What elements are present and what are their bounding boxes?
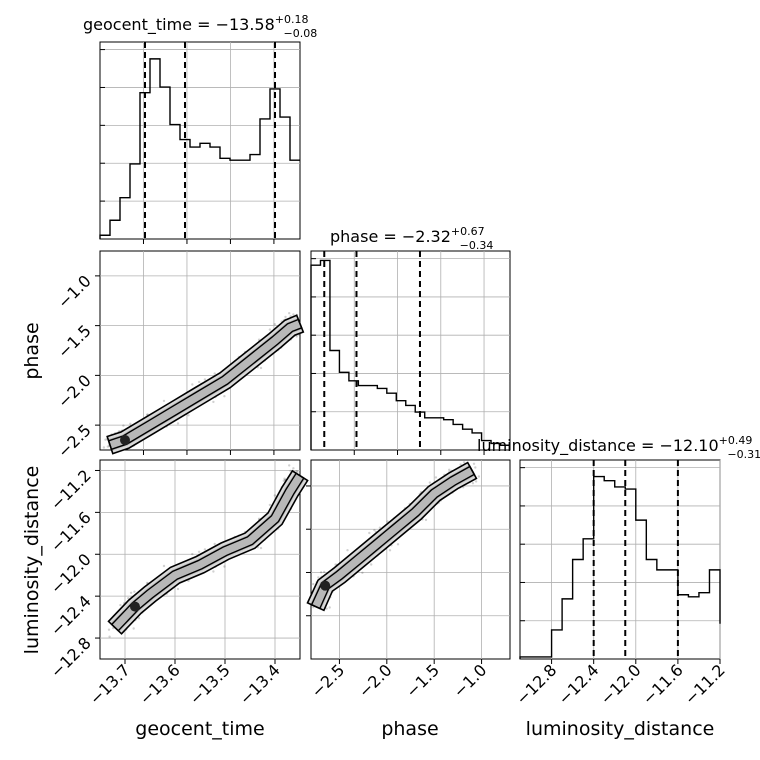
sample-point [361, 571, 364, 574]
sample-point [474, 480, 478, 483]
sample-point [213, 542, 216, 546]
phase-ylabel: phase [21, 322, 43, 379]
sample-point [191, 383, 194, 386]
sample-point [448, 468, 451, 471]
sample-point [132, 627, 135, 630]
sample-point [312, 582, 315, 586]
sample-point [212, 570, 215, 573]
sample-point [323, 570, 326, 574]
sample-point [284, 315, 287, 319]
sample-point [187, 414, 190, 417]
contour-line-inner [107, 318, 303, 451]
sample-point [325, 607, 328, 610]
sample-point [107, 628, 111, 631]
sample-point [477, 475, 481, 478]
sample-point [288, 312, 291, 315]
sample-point [462, 461, 466, 464]
sample-point [346, 549, 349, 552]
geocent-time-xlabel: geocent_time [135, 718, 264, 740]
sample-point [162, 399, 166, 403]
histogram-step-line [519, 475, 721, 659]
sample-point [268, 328, 272, 331]
lumdist-xlabel: luminosity_distance [526, 718, 715, 740]
sample-point [106, 445, 110, 448]
sample-point [129, 422, 132, 425]
sample-point [373, 528, 376, 532]
contour-line-outer [106, 314, 305, 455]
sample-point [104, 438, 107, 441]
density-peak [130, 601, 140, 612]
sample-point [386, 520, 389, 523]
contour-line-outer [107, 469, 309, 635]
sample-point [203, 378, 207, 381]
sample-point [459, 463, 462, 466]
sample-point [176, 422, 180, 425]
sample-point [295, 335, 298, 338]
sample-point [259, 366, 263, 370]
sample-point [292, 313, 295, 316]
sample-point [203, 548, 207, 551]
density-peak [120, 435, 130, 446]
histogram-step-line [310, 259, 510, 450]
sample-point [176, 587, 180, 591]
sample-point [268, 503, 272, 507]
contour-line-inner [110, 472, 305, 632]
sample-point [296, 470, 299, 474]
density-peak [320, 580, 331, 591]
sample-point [191, 552, 194, 556]
sample-point [213, 372, 216, 375]
sample-point [282, 479, 285, 482]
sample-point [212, 400, 215, 404]
sample-point [102, 446, 106, 449]
sample-point [127, 597, 130, 600]
sample-point [283, 477, 286, 480]
sample-point [288, 464, 291, 467]
contour-line-inner [310, 465, 476, 610]
sample-point [424, 518, 428, 522]
sample-point [273, 494, 276, 497]
histogram-step-line [99, 58, 300, 239]
sample-point [292, 467, 295, 470]
phase-title: phase = −2.32+0.67 −0.34 [330, 225, 493, 252]
sample-point [328, 606, 331, 609]
sample-point [378, 526, 382, 529]
sample-point [197, 550, 201, 553]
sample-point [434, 476, 438, 479]
sample-point [273, 323, 276, 326]
panel-geocent-time-hist-frame [99, 41, 301, 240]
sample-point [471, 482, 475, 485]
sample-point [197, 380, 201, 384]
sample-point [370, 563, 373, 566]
sample-point [162, 564, 166, 568]
sample-point [133, 590, 136, 593]
sample-point [396, 543, 400, 546]
sample-point [223, 565, 226, 568]
sample-point [129, 591, 133, 594]
sample-point [119, 603, 122, 607]
sample-point [368, 531, 371, 535]
sample-point [223, 395, 226, 398]
panel-phase-vs-geocent-time-frame [99, 250, 301, 451]
sample-point [388, 549, 392, 552]
sample-point [137, 617, 141, 620]
sample-point [122, 424, 125, 427]
panel-lumdist-vs-geocent-time-frame [99, 459, 301, 660]
sample-point [317, 576, 320, 579]
sample-point [295, 470, 298, 473]
sample-point [472, 462, 476, 465]
geocent-time-title: geocent_time = −13.58+0.18 −0.08 [83, 13, 317, 40]
contour-line-outer [306, 461, 478, 612]
panel-lumdist-vs-phase-frame [310, 459, 511, 660]
sample-point [474, 466, 477, 469]
sample-point [428, 481, 432, 484]
sample-point [259, 546, 263, 550]
sample-point [319, 571, 323, 574]
lumdist-ylabel: luminosity_distance [21, 466, 43, 655]
phase-xlabel: phase [381, 718, 438, 740]
lumdist-title: luminosity_distance = −12.10+0.49 −0.31 [477, 434, 760, 461]
sample-point [108, 635, 111, 638]
